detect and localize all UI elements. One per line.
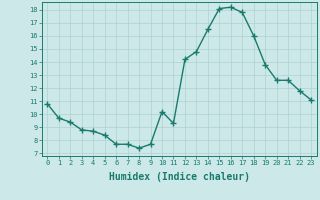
X-axis label: Humidex (Indice chaleur): Humidex (Indice chaleur) xyxy=(109,172,250,182)
